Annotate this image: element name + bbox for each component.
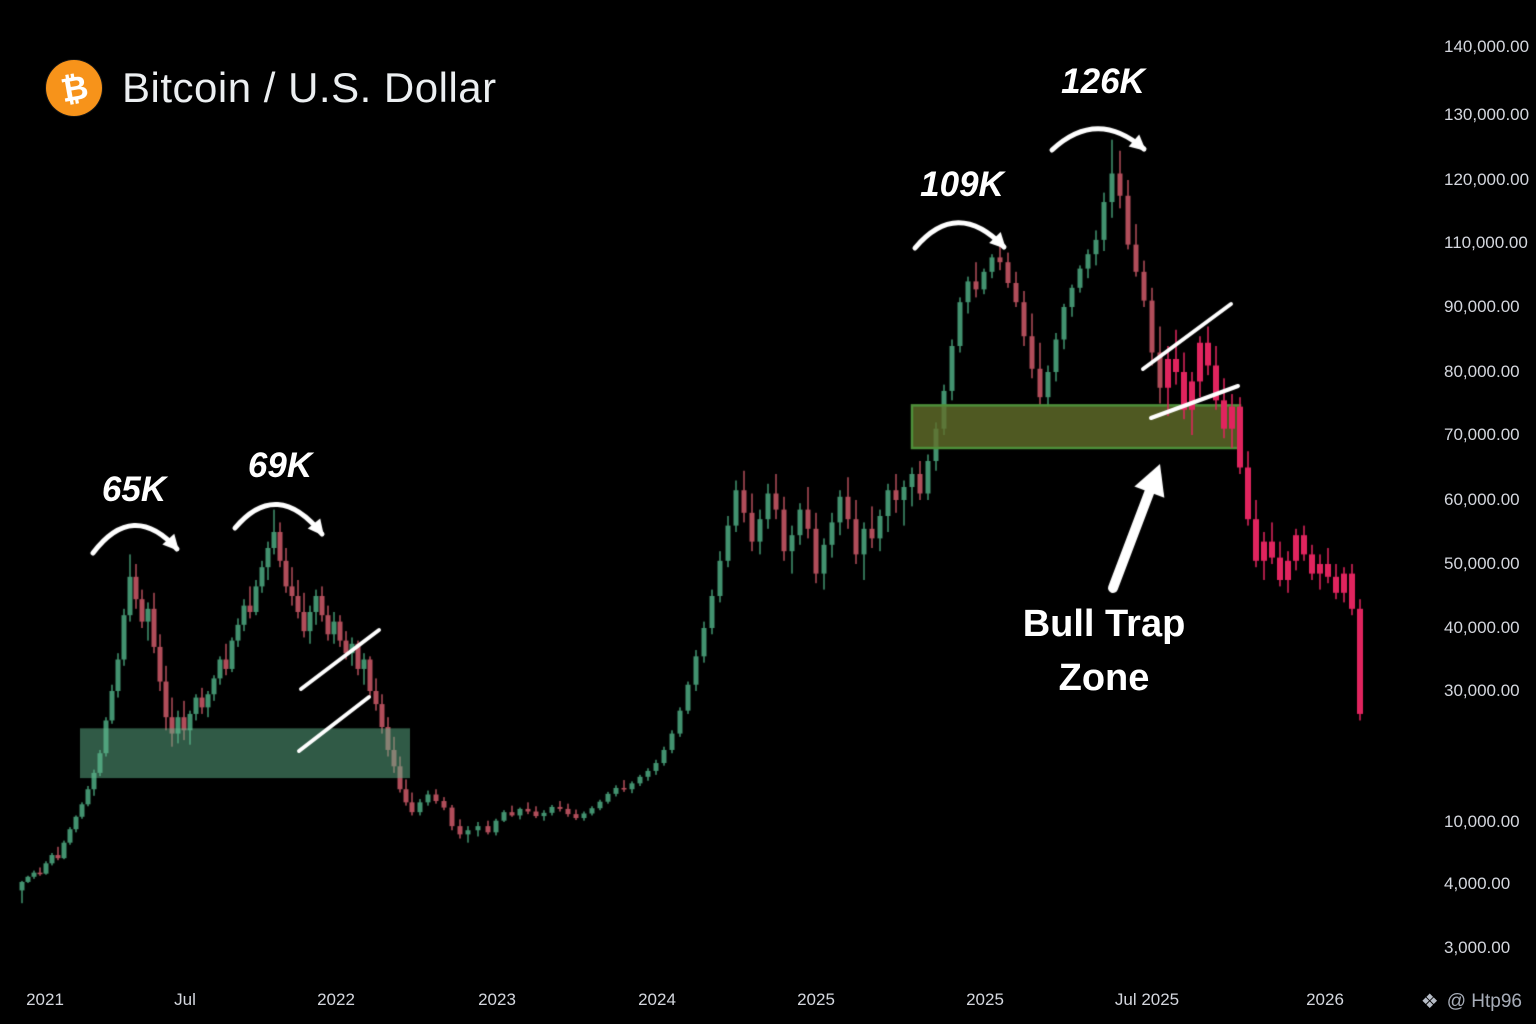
bull-trap-line1: Bull Trap <box>1022 603 1186 645</box>
peak-price-label: 69K <box>247 446 313 485</box>
price-axis-label: 140,000.00 <box>1444 37 1530 56</box>
price-axis-label: 50,000.00 <box>1444 554 1520 573</box>
price-axis-label: 30,000.00 <box>1444 681 1520 700</box>
price-axis-label: 130,000.00 <box>1444 105 1530 124</box>
peak-price-label: 65K <box>101 470 167 509</box>
price-axis-label: 3,000.00 <box>1444 938 1511 957</box>
price-axis-label: 10,000.00 <box>1444 812 1520 831</box>
time-axis-label: 2025 <box>966 990 1004 1009</box>
symbol-header: ₿ Bitcoin / U.S. Dollar <box>46 60 497 116</box>
peak-price-label: 126K <box>1061 62 1145 101</box>
gem-icon: ❖ <box>1420 991 1439 1013</box>
price-axis-label: 40,000.00 <box>1444 618 1520 637</box>
symbol-title: Bitcoin / U.S. Dollar <box>122 64 497 111</box>
price-axis-label: 60,000.00 <box>1444 490 1520 509</box>
time-axis-label: 2025 <box>797 990 835 1009</box>
bitcoin-glyph: ₿ <box>57 66 91 110</box>
time-axis-label: Jul 2025 <box>1114 990 1180 1009</box>
time-axis-label: 2021 <box>26 990 64 1009</box>
watermark: ❖ @ Htp96 <box>1421 989 1522 1014</box>
time-axis-label: 2023 <box>478 990 516 1009</box>
price-axis-label: 110,000.00 <box>1444 233 1528 252</box>
price-axis-label: 80,000.00 <box>1444 362 1520 381</box>
bull-trap-zone-label: Bull Trap Zone <box>1023 597 1186 705</box>
bull-trap-line2: Zone <box>1058 657 1150 699</box>
time-axis-label: 2022 <box>317 990 355 1009</box>
time-axis-label: 2026 <box>1306 990 1344 1009</box>
price-axis-label: 90,000.00 <box>1444 297 1520 316</box>
peak-price-label: 109K <box>920 165 1004 204</box>
price-axis-label: 4,000.00 <box>1444 874 1511 893</box>
watermark-handle: @ Htp96 <box>1446 990 1522 1012</box>
time-axis-label: Jul <box>174 990 196 1009</box>
price-axis-label: 120,000.00 <box>1444 170 1530 189</box>
price-axis-label: 70,000.00 <box>1444 425 1520 444</box>
time-axis-label: 2024 <box>638 990 676 1009</box>
bitcoin-logo-icon: ₿ <box>46 60 102 116</box>
